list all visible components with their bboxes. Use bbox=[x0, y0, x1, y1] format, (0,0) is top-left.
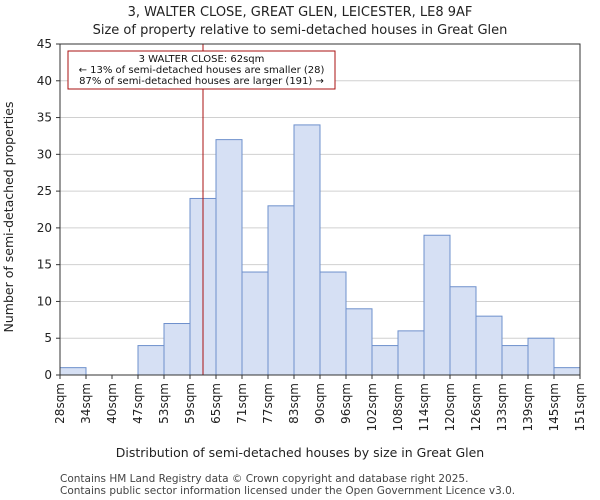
bar bbox=[319, 271, 347, 376]
x-tick-label: 71sqm bbox=[235, 383, 249, 424]
footer-line-1: Contains HM Land Registry data © Crown c… bbox=[60, 473, 468, 485]
y-tick-label: 20 bbox=[37, 221, 52, 235]
y-tick-label: 5 bbox=[44, 331, 52, 345]
y-tick-label: 40 bbox=[37, 74, 52, 88]
x-tick-label: 96sqm bbox=[339, 383, 353, 424]
bar bbox=[163, 323, 191, 376]
bar bbox=[137, 345, 165, 376]
x-tick-label: 83sqm bbox=[287, 383, 301, 424]
x-axis-label: Distribution of semi-detached houses by … bbox=[116, 445, 484, 460]
bar bbox=[215, 139, 243, 376]
x-tick-label: 108sqm bbox=[391, 383, 405, 431]
y-tick-label: 10 bbox=[37, 294, 52, 308]
y-tick-label: 15 bbox=[37, 258, 52, 272]
bar bbox=[501, 345, 529, 376]
x-tick-label: 145sqm bbox=[547, 383, 561, 431]
bar bbox=[449, 286, 477, 376]
x-tick-label: 77sqm bbox=[261, 383, 275, 424]
y-axis: 0 5 10 15 20 25 30 35 40 45 bbox=[37, 37, 60, 382]
bar bbox=[553, 367, 581, 376]
bar bbox=[397, 330, 425, 376]
annotation-text: ← 13% of semi-detached houses are smalle… bbox=[79, 65, 325, 76]
bar bbox=[293, 124, 321, 376]
bar bbox=[423, 234, 451, 376]
y-tick-label: 35 bbox=[37, 111, 52, 125]
x-tick-label: 114sqm bbox=[417, 383, 431, 431]
bars-group bbox=[59, 124, 581, 376]
x-tick-label: 102sqm bbox=[365, 383, 379, 431]
chart-subtitle: Size of property relative to semi-detach… bbox=[93, 23, 508, 38]
bar bbox=[371, 345, 399, 376]
x-tick-label: 65sqm bbox=[209, 383, 223, 424]
marker-group: 3 WALTER CLOSE: 62sqm← 13% of semi-detac… bbox=[67, 44, 336, 375]
bar bbox=[241, 271, 269, 376]
x-tick-label: 34sqm bbox=[79, 383, 93, 424]
x-tick-label: 53sqm bbox=[157, 383, 171, 424]
annotation-text: 3 WALTER CLOSE: 62sqm bbox=[139, 54, 265, 65]
x-axis: 28sqm 34sqm 40sqm 47sqm 53sqm 59sqm 65sqm 71sqm… bbox=[53, 375, 587, 431]
y-tick-label: 30 bbox=[37, 147, 52, 161]
x-tick-label: 59sqm bbox=[183, 383, 197, 424]
annotation-text: 87% of semi-detached houses are larger (… bbox=[79, 76, 324, 87]
footer-line-2: Contains public sector information licen… bbox=[60, 485, 515, 497]
x-tick-label: 40sqm bbox=[105, 383, 119, 424]
annotation-box bbox=[67, 50, 336, 90]
y-tick-label: 0 bbox=[44, 368, 52, 382]
chart-title: 3, WALTER CLOSE, GREAT GLEN, LEICESTER, … bbox=[128, 5, 473, 20]
y-tick-label: 25 bbox=[37, 184, 52, 198]
x-tick-label: 47sqm bbox=[131, 383, 145, 424]
x-tick-label: 151sqm bbox=[573, 383, 587, 431]
bar bbox=[527, 337, 555, 376]
bar bbox=[475, 315, 503, 376]
x-tick-label: 133sqm bbox=[495, 383, 509, 431]
y-axis-label: Number of semi-detached properties bbox=[1, 102, 16, 333]
x-tick-label: 126sqm bbox=[469, 383, 483, 431]
x-tick-label: 139sqm bbox=[521, 383, 535, 431]
y-tick-label: 45 bbox=[37, 37, 52, 51]
bar bbox=[267, 205, 295, 376]
bar bbox=[59, 367, 87, 376]
x-tick-label: 120sqm bbox=[443, 383, 457, 431]
x-tick-label: 90sqm bbox=[313, 383, 327, 424]
bar bbox=[345, 308, 373, 376]
x-tick-label: 28sqm bbox=[53, 383, 67, 424]
